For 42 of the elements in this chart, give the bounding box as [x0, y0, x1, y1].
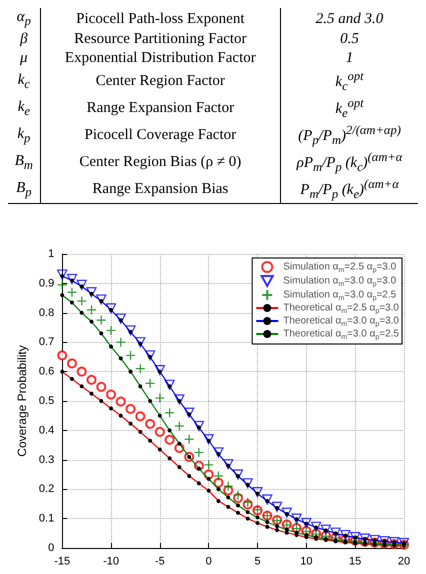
text: k$_{c}$ — [16, 70, 31, 92]
x-tick-label: 10 — [300, 556, 312, 568]
text: Picocell Coverage Factor — [40, 122, 281, 149]
x-tick-label: -10 — [103, 556, 119, 568]
text: Exponential Distribution Factor — [40, 49, 281, 68]
text: k$_{e}$ — [16, 98, 31, 120]
text: Range Expansion Factor — [40, 95, 281, 122]
y-axis-title: Coverage Probability — [15, 345, 29, 457]
text: Center Region Bias (ρ ≠ 0) — [40, 149, 281, 176]
x-tick-label: 0 — [206, 556, 212, 568]
text: Resource Partitioning Factor — [40, 30, 281, 49]
text: P$_{m}$/P$_{p}$ (k$_{e}$)$^{(αm+α}$ — [280, 176, 418, 204]
text: μ — [19, 49, 29, 68]
x-tick-label: 5 — [254, 556, 261, 568]
text: 2.5 and 3.0 — [280, 8, 418, 30]
y-tick-label: 1 — [48, 248, 54, 260]
text: β — [19, 30, 29, 49]
y-tick-label: 0.1 — [38, 512, 54, 525]
text: Range Expansion Bias — [40, 176, 281, 204]
x-tick-label: 20 — [398, 556, 410, 568]
y-tick-label: 0.5 — [38, 395, 54, 407]
text: (P$_{p}$/P$_{m}$)$^{2/(αm+αp)}$ — [280, 122, 418, 149]
text: α$_{p}$ — [16, 8, 32, 30]
text: 1 — [280, 49, 418, 68]
y-tick-label: 0.4 — [38, 424, 54, 436]
text: ρP$_{m}$/P$_{p}$ (k$_{c}$)$^{(αm+α}$ — [280, 149, 418, 176]
y-tick-label: 0.7 — [38, 336, 54, 348]
y-tick-label: 0.9 — [38, 277, 54, 290]
text: B$_{m}$ — [14, 152, 34, 174]
text: B$_{p}$ — [15, 178, 33, 201]
x-tick-label: -5 — [154, 556, 165, 568]
text: 0.5 — [280, 30, 418, 49]
y-tick-label: 0.8 — [38, 306, 54, 319]
y-tick-label: 0 — [48, 542, 54, 554]
x-tick-label: -15 — [54, 556, 70, 568]
text: Picocell Path-loss Exponent — [40, 8, 281, 30]
x-tick-label: 15 — [349, 556, 362, 568]
y-tick-label: 0.6 — [38, 366, 54, 378]
text: k$_{p}$ — [16, 124, 32, 147]
text: Center Region Factor — [40, 68, 281, 95]
y-tick-label: 0.3 — [38, 454, 54, 466]
y-tick-label: 0.2 — [38, 483, 54, 496]
